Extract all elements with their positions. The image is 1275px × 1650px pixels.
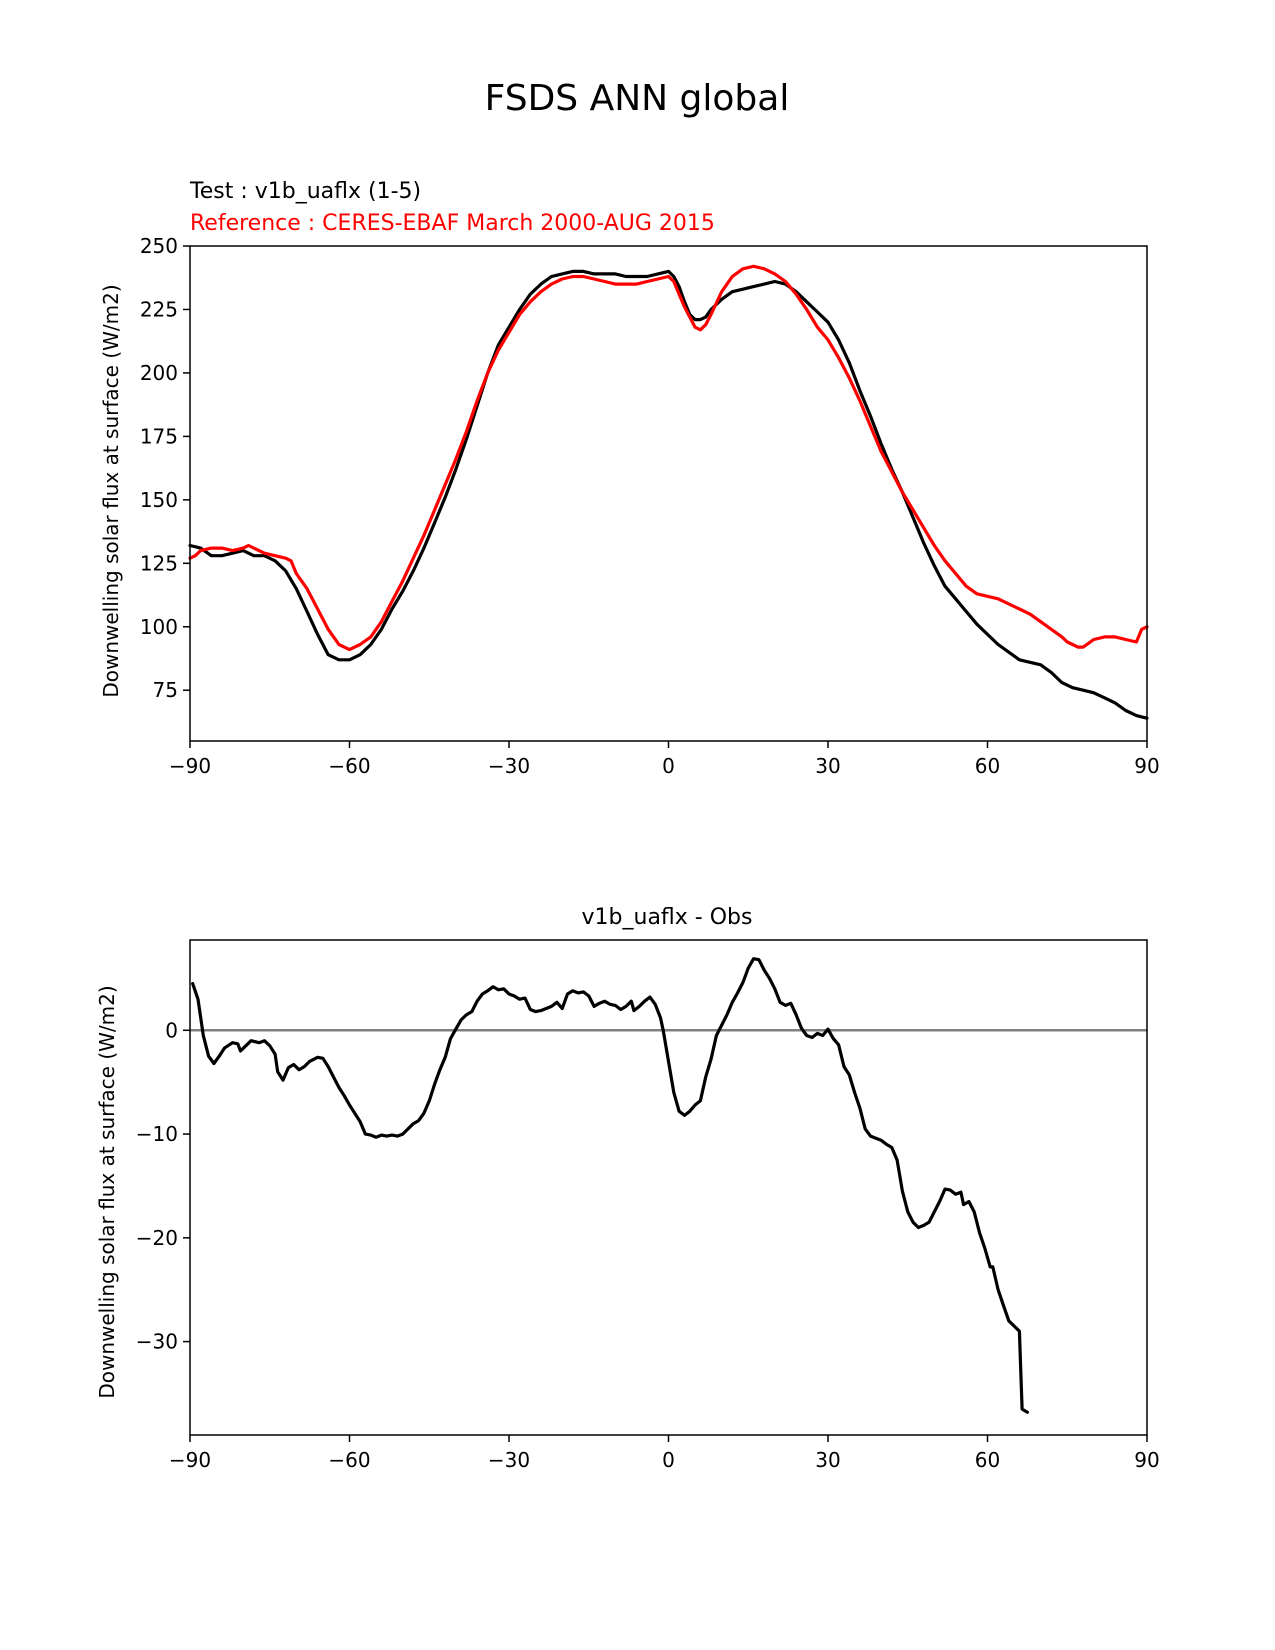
y-tick-label: 150 xyxy=(140,488,178,512)
bottom-title: v1b_uaflx - Obs xyxy=(582,905,753,930)
top-panel: Test : v1b_uaflx (1-5) Reference : CERES… xyxy=(99,179,1160,778)
x-tick-label: 30 xyxy=(815,1448,840,1472)
x-tick-label: 90 xyxy=(1134,1448,1159,1472)
y-tick-label: 225 xyxy=(140,297,178,321)
y-tick-label: 250 xyxy=(140,234,178,258)
x-tick-label: −60 xyxy=(328,1448,370,1472)
x-tick-label: 60 xyxy=(975,754,1000,778)
top-ylabel: Downwelling solar flux at surface (W/m2) xyxy=(99,284,123,697)
reference-subtitle: Reference : CERES-EBAF March 2000-AUG 20… xyxy=(190,211,715,236)
x-tick-label: −30 xyxy=(488,1448,530,1472)
y-tick-label: −10 xyxy=(136,1122,178,1146)
series-line-1 xyxy=(188,264,1149,652)
top-plot-area: −90 −60 −30 0 30 60 90 75 100 125 150 175 200 225 250 xyxy=(140,234,1160,778)
x-tick-label: −60 xyxy=(328,754,370,778)
y-tick-label: −20 xyxy=(136,1226,178,1250)
y-tick-label: 75 xyxy=(153,678,178,702)
x-tick-label: −30 xyxy=(488,754,530,778)
y-tick-label: −30 xyxy=(136,1330,178,1354)
x-tick-label: −90 xyxy=(169,754,211,778)
series-line-0 xyxy=(191,957,1029,1414)
series-line-0 xyxy=(188,269,1149,720)
x-tick-label: 90 xyxy=(1134,754,1159,778)
y-tick-label: 175 xyxy=(140,424,178,448)
x-tick-label: 60 xyxy=(975,1448,1000,1472)
figure-title: FSDS ANN global xyxy=(485,78,790,119)
test-subtitle: Test : v1b_uaflx (1-5) xyxy=(189,179,421,204)
bottom-panel: v1b_uaflx - Obs Downwelling solar flux a… xyxy=(95,905,1160,1472)
bottom-plot-area: −90 −60 −30 0 30 60 90 −30 −20 −10 0 xyxy=(136,939,1160,1472)
x-tick-label: 0 xyxy=(662,1448,675,1472)
y-tick-label: 200 xyxy=(140,361,178,385)
x-tick-label: −90 xyxy=(169,1448,211,1472)
x-tick-label: 0 xyxy=(662,754,675,778)
bottom-ylabel: Downwelling solar flux at surface (W/m2) xyxy=(95,985,119,1398)
y-tick-label: 125 xyxy=(140,551,178,575)
y-tick-label: 100 xyxy=(140,615,178,639)
y-tick-label: 0 xyxy=(165,1018,178,1042)
x-tick-label: 30 xyxy=(815,754,840,778)
